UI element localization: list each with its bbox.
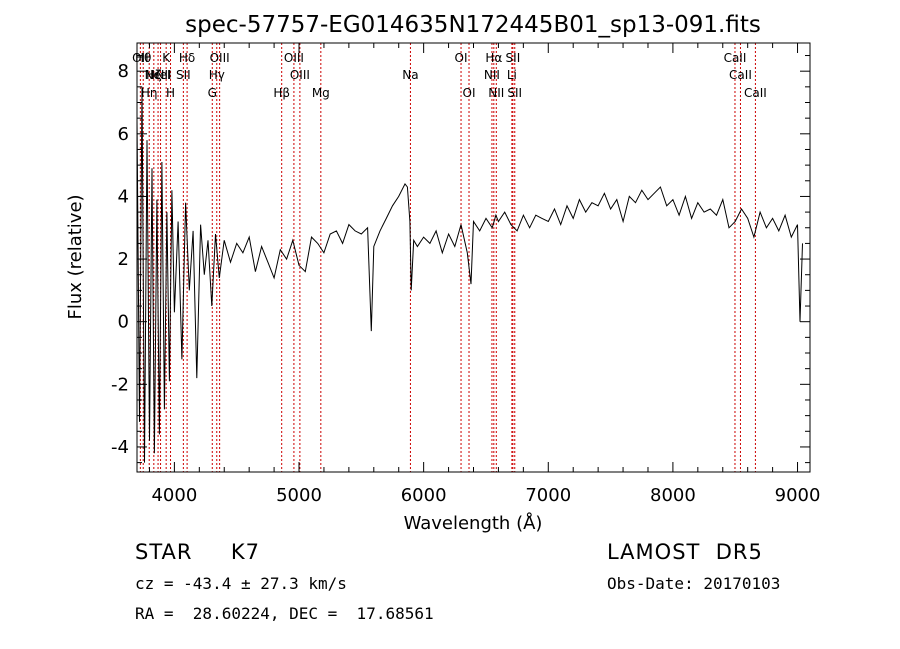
line-label: OI (455, 51, 468, 65)
line-label: OIII (210, 51, 230, 65)
x-axis-label: Wavelength (Å) (404, 512, 543, 534)
x-tick-label: 7000 (525, 485, 571, 506)
line-label: G (208, 86, 217, 100)
line-labels: OIIHθHηHζNeIIIHeIKHSIIHδGHγOIIIHβOIIIOII… (132, 51, 767, 100)
y-tick-label: -2 (111, 374, 129, 395)
chart-title: spec-57757-EG014635N172445B01_sp13-091.f… (185, 12, 761, 38)
line-label: NII (484, 68, 500, 82)
line-label: SII (507, 86, 522, 100)
line-label: K (162, 51, 171, 65)
line-label: H (166, 86, 175, 100)
line-markers (139, 43, 756, 472)
y-tick-label: 4 (118, 186, 129, 207)
x-tick-label: 8000 (650, 485, 696, 506)
x-tick-label: 4000 (151, 485, 197, 506)
line-label: CaII (744, 86, 767, 100)
x-tick-label: 9000 (775, 485, 821, 506)
line-label: CaII (729, 68, 752, 82)
sky-coordinates: RA = 28.60224, DEC = 17.68561 (135, 604, 434, 623)
y-tick-label: 8 (118, 61, 129, 82)
x-tick-label: 5000 (276, 485, 322, 506)
y-tick-label: -4 (111, 437, 129, 458)
y-tick-label: 0 (118, 312, 129, 333)
line-label: OI (463, 86, 476, 100)
x-tick-label: 6000 (401, 485, 447, 506)
line-label: Hβ (273, 86, 290, 100)
line-label: NeIII (145, 68, 172, 82)
line-label: CaII (724, 51, 747, 65)
line-label: Li (507, 68, 517, 82)
line-label: Hη (141, 86, 158, 100)
line-label: Mg (312, 86, 330, 100)
line-label: OIII (284, 51, 304, 65)
line-label: Hδ (179, 51, 195, 65)
plot-frame (136, 42, 811, 473)
redshift-velocity: cz = -43.4 ± 27.3 km/s (135, 574, 347, 593)
line-label: SII (506, 51, 521, 65)
line-label: Hζ (146, 68, 162, 82)
line-label: OII (132, 51, 149, 65)
observation-date: Obs-Date: 20170103 (607, 574, 781, 593)
line-label: SII (176, 68, 191, 82)
survey-release: LAMOST DR5 (607, 540, 763, 564)
y-axis-ticks: -4 -2 0 2 4 6 8 (111, 55, 810, 464)
y-axis-label: Flux (relative) (65, 194, 86, 319)
spectrum-line (136, 86, 803, 463)
line-label: Hθ (135, 51, 151, 65)
line-label: NII (488, 86, 504, 100)
y-tick-label: 2 (118, 249, 129, 270)
y-tick-label: 6 (118, 124, 129, 145)
object-class: STAR K7 (135, 540, 260, 564)
line-label: OIII (290, 68, 310, 82)
line-label: Hα (485, 51, 502, 65)
line-label: Na (402, 68, 418, 82)
line-label: Hγ (209, 68, 225, 82)
line-label: HeI (151, 68, 171, 82)
x-axis-ticks: 4000 5000 6000 7000 8000 9000 (148, 43, 821, 506)
